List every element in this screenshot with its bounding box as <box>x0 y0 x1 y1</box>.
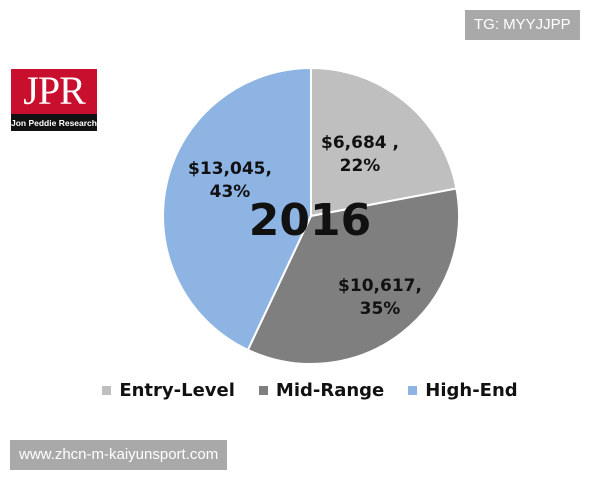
logo-mark: JPR <box>23 69 86 113</box>
legend-swatch <box>102 386 112 395</box>
data-label-high-end: $13,045, 43% <box>188 159 272 202</box>
logo-name: Jon Peddie Research <box>11 114 97 131</box>
pie-slice-high-end <box>162 66 312 352</box>
legend-item-high-end: High-End <box>408 380 518 401</box>
data-label-entry-level: $6,684 , 22% <box>321 133 399 176</box>
pie-slice-entry-level <box>310 66 458 218</box>
pie-slice-mid-range <box>246 187 460 365</box>
legend-swatch <box>408 386 418 395</box>
legend-label: Entry-Level <box>119 380 235 401</box>
chart-title: 2016 <box>248 195 372 246</box>
watermark-bottom: www.zhcn-m-kaiyunsport.com <box>10 440 228 470</box>
data-label-mid-range: $10,617, 35% <box>338 276 422 319</box>
legend-item-entry-level: Entry-Level <box>102 380 235 401</box>
legend-label: High-End <box>425 380 518 401</box>
legend-swatch <box>258 386 268 395</box>
legend: Entry-Level Mid-Range High-End <box>100 380 520 401</box>
watermark-top: TG: MYYJJPP <box>465 10 580 40</box>
jpr-logo: JPR Jon Peddie Research <box>11 69 97 131</box>
legend-item-mid-range: Mid-Range <box>258 380 385 401</box>
legend-label: Mid-Range <box>275 380 385 401</box>
